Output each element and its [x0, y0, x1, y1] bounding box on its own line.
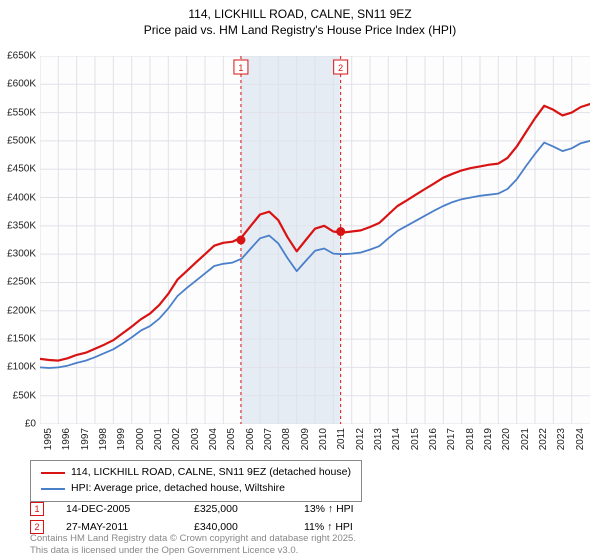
- y-tick-label: £350K: [7, 220, 36, 231]
- y-tick-label: £600K: [7, 79, 36, 90]
- y-tick-label: £450K: [7, 164, 36, 175]
- marker-pct: 11% ↑ HPI: [304, 521, 414, 533]
- x-tick-label: 2000: [135, 428, 146, 450]
- legend-row: 114, LICKHILL ROAD, CALNE, SN11 9EZ (det…: [41, 465, 351, 481]
- marker-date: 27-MAY-2011: [66, 521, 194, 533]
- x-tick-label: 2014: [391, 428, 402, 450]
- x-tick-label: 1995: [43, 428, 54, 450]
- marker-number-box: 1: [30, 502, 44, 516]
- y-tick-label: £550K: [7, 107, 36, 118]
- x-tick-label: 2007: [263, 428, 274, 450]
- chart-title: 114, LICKHILL ROAD, CALNE, SN11 9EZ Pric…: [0, 0, 600, 38]
- x-tick-label: 2001: [153, 428, 164, 450]
- y-tick-label: £0: [25, 419, 36, 430]
- y-axis: £0£50K£100K£150K£200K£250K£300K£350K£400…: [0, 56, 40, 424]
- y-tick-label: £400K: [7, 192, 36, 203]
- legend-label: 114, LICKHILL ROAD, CALNE, SN11 9EZ (det…: [71, 465, 351, 481]
- x-tick-label: 2016: [428, 428, 439, 450]
- y-tick-label: £150K: [7, 334, 36, 345]
- x-tick-label: 2009: [300, 428, 311, 450]
- x-tick-label: 2013: [373, 428, 384, 450]
- x-tick-label: 1996: [61, 428, 72, 450]
- x-tick-label: 2002: [171, 428, 182, 450]
- x-tick-label: 2005: [226, 428, 237, 450]
- y-tick-label: £250K: [7, 277, 36, 288]
- x-tick-label: 2004: [208, 428, 219, 450]
- y-tick-label: £50K: [13, 390, 36, 401]
- chart-area: 12: [40, 56, 590, 424]
- x-tick-label: 2020: [501, 428, 512, 450]
- x-tick-label: 2003: [190, 428, 201, 450]
- y-tick-label: £200K: [7, 305, 36, 316]
- marker-price: £340,000: [194, 521, 304, 533]
- legend-row: HPI: Average price, detached house, Wilt…: [41, 481, 351, 497]
- x-tick-label: 2011: [336, 428, 347, 450]
- title-line1: 114, LICKHILL ROAD, CALNE, SN11 9EZ: [0, 6, 600, 22]
- marker-table: 1 14-DEC-2005£325,00013% ↑ HPI 2 27-MAY-201…: [30, 500, 414, 536]
- footer-line1: Contains HM Land Registry data © Crown c…: [30, 533, 356, 545]
- footer-line2: This data is licensed under the Open Gov…: [30, 545, 356, 557]
- svg-text:1: 1: [238, 63, 243, 73]
- y-tick-label: £100K: [7, 362, 36, 373]
- y-tick-label: £500K: [7, 135, 36, 146]
- marker-row: 1 14-DEC-2005£325,00013% ↑ HPI: [30, 500, 414, 518]
- legend-swatch: [41, 488, 65, 490]
- x-axis: 1995 1996 1997 1998 1999 2000 2001 2002 2003 2004…: [40, 424, 590, 464]
- x-tick-label: 2012: [355, 428, 366, 450]
- x-tick-label: 2022: [538, 428, 549, 450]
- x-tick-label: 2015: [410, 428, 421, 450]
- x-tick-label: 2010: [318, 428, 329, 450]
- x-tick-label: 2019: [483, 428, 494, 450]
- marker-number-box: 2: [30, 520, 44, 534]
- svg-text:2: 2: [338, 63, 343, 73]
- x-tick-label: 2006: [245, 428, 256, 450]
- x-tick-label: 2023: [556, 428, 567, 450]
- title-line2: Price paid vs. HM Land Registry's House …: [0, 22, 600, 38]
- y-tick-label: £650K: [7, 51, 36, 62]
- legend-swatch: [41, 472, 65, 474]
- marker-pct: 13% ↑ HPI: [304, 503, 414, 515]
- x-tick-label: 2024: [575, 428, 586, 450]
- x-tick-label: 2008: [281, 428, 292, 450]
- footer: Contains HM Land Registry data © Crown c…: [30, 533, 356, 557]
- legend-label: HPI: Average price, detached house, Wilt…: [71, 481, 285, 497]
- x-tick-label: 2017: [446, 428, 457, 450]
- y-tick-label: £300K: [7, 249, 36, 260]
- x-tick-label: 1999: [116, 428, 127, 450]
- chart-svg: 12: [40, 56, 590, 424]
- legend: 114, LICKHILL ROAD, CALNE, SN11 9EZ (det…: [30, 460, 362, 502]
- marker-date: 14-DEC-2005: [66, 503, 194, 515]
- x-tick-label: 2018: [465, 428, 476, 450]
- marker-price: £325,000: [194, 503, 304, 515]
- x-tick-label: 1997: [80, 428, 91, 450]
- x-tick-label: 1998: [98, 428, 109, 450]
- x-tick-label: 2021: [520, 428, 531, 450]
